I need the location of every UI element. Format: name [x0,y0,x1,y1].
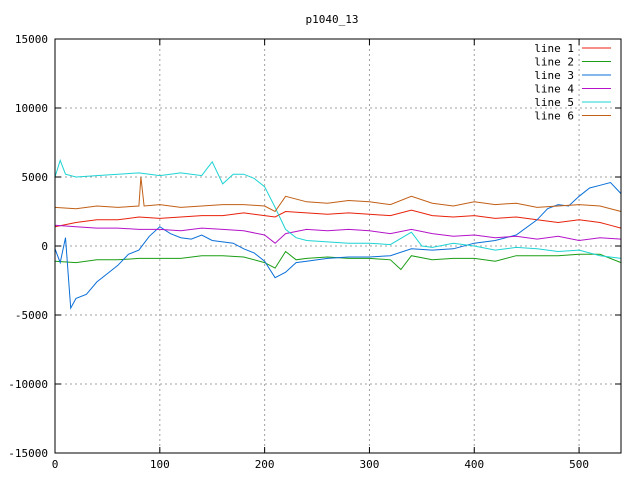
y-tick-label: 15000 [15,33,48,46]
legend-label: line 2 [534,56,574,69]
x-tick-label: 100 [150,458,170,471]
y-tick-label: -10000 [8,378,48,391]
y-tick-label: -15000 [8,447,48,460]
legend-label: line 1 [534,42,574,55]
x-tick-label: 400 [464,458,484,471]
series-layer [54,158,622,310]
series-line-2 [54,250,622,271]
series-line-3 [54,181,622,310]
y-tick-label: 0 [41,240,48,253]
y-tick-label: 5000 [22,171,49,184]
series-line-4 [54,224,622,244]
legend-label: line 5 [534,96,574,109]
x-tick-label: 500 [569,458,589,471]
series-line-5 [54,158,622,259]
chart-title: p1040_13 [306,13,359,26]
legend-label: line 6 [534,110,574,123]
legend-label: line 3 [534,69,574,82]
x-tick-label: 0 [52,458,59,471]
axis-ticks: 0 100 200 300 400 500 -15000 -10000 -5000 0 5000 10… [8,33,621,471]
x-tick-label: 200 [255,458,275,471]
series-line-1 [54,209,622,229]
y-tick-label: -5000 [15,309,48,322]
series-line-6 [54,176,622,213]
legend-label: line 4 [534,83,574,96]
x-tick-label: 300 [360,458,380,471]
y-tick-label: 10000 [15,102,48,115]
